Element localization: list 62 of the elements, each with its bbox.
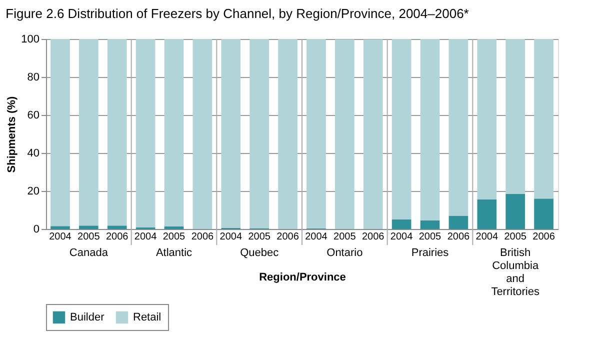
x-tick-label: 2004	[49, 232, 72, 242]
bar	[78, 39, 98, 226]
bar	[250, 39, 270, 228]
x-tick-label: 2006	[191, 232, 214, 242]
x-tick-label: 2005	[504, 232, 527, 242]
bar	[192, 39, 212, 229]
bar	[448, 39, 468, 216]
bar	[392, 39, 412, 220]
x-tick-label: 2005	[334, 232, 356, 242]
bar	[50, 39, 70, 226]
bar	[477, 39, 497, 200]
y-tick-label: 0	[33, 224, 40, 236]
x-tick-label: 2004	[390, 232, 414, 242]
x-tick-label: 2005	[162, 232, 186, 242]
x-tick-label: 2004	[220, 232, 242, 242]
text: Canada	[69, 247, 109, 259]
y-tick-label: 80	[27, 72, 40, 84]
bar	[107, 39, 127, 226]
bar	[50, 226, 70, 229]
bar	[534, 39, 554, 199]
x-tick-label: 2004	[476, 232, 498, 242]
legend-label: Retail	[133, 311, 162, 324]
x-tick-label: 2006	[276, 232, 300, 242]
bar	[534, 198, 554, 229]
bar	[448, 216, 468, 229]
bar	[306, 39, 326, 228]
chart-title: Figure 2.6 Distribution of Freezers by Channel, by Region/Province, 2004–2006*	[6, 6, 469, 21]
bar	[477, 200, 497, 229]
text: Atlantic	[156, 247, 193, 259]
bar	[221, 39, 241, 228]
text: British Columbia and Territories	[491, 247, 540, 298]
bar	[107, 226, 127, 229]
x-tick-label: 2005	[248, 232, 271, 242]
x-tick-label: 2004	[134, 232, 158, 242]
y-axis-title: Shipments (%)	[6, 96, 18, 173]
y-tick-label: 100	[21, 34, 40, 46]
bar	[136, 39, 156, 228]
legend-label: Builder	[70, 311, 105, 324]
x-tick-label: 2006	[106, 232, 129, 242]
x-tick-label: 2006	[532, 232, 556, 242]
x-tick-label: 2004	[305, 232, 328, 242]
x-tick-label: 2006	[447, 232, 470, 242]
bar	[334, 39, 354, 229]
x-axis-title: Region/Province	[259, 272, 346, 284]
y-tick-label: 60	[27, 110, 40, 122]
bar	[278, 39, 298, 229]
y-tick-label: 40	[27, 148, 40, 160]
x-tick-label: 2005	[418, 232, 442, 242]
y-tick-label: 20	[27, 186, 40, 198]
text: Ontario	[326, 247, 363, 259]
text: Quebec	[240, 247, 280, 259]
bar	[164, 39, 184, 227]
x-tick-label: 2005	[78, 232, 100, 242]
text: Prairies	[411, 247, 450, 259]
bar	[363, 39, 383, 229]
bar	[420, 220, 440, 229]
bar	[506, 194, 526, 229]
bar	[420, 39, 440, 220]
bar	[506, 39, 526, 194]
x-tick-label: 2006	[362, 232, 385, 242]
bar	[392, 220, 412, 229]
bar	[78, 226, 98, 229]
